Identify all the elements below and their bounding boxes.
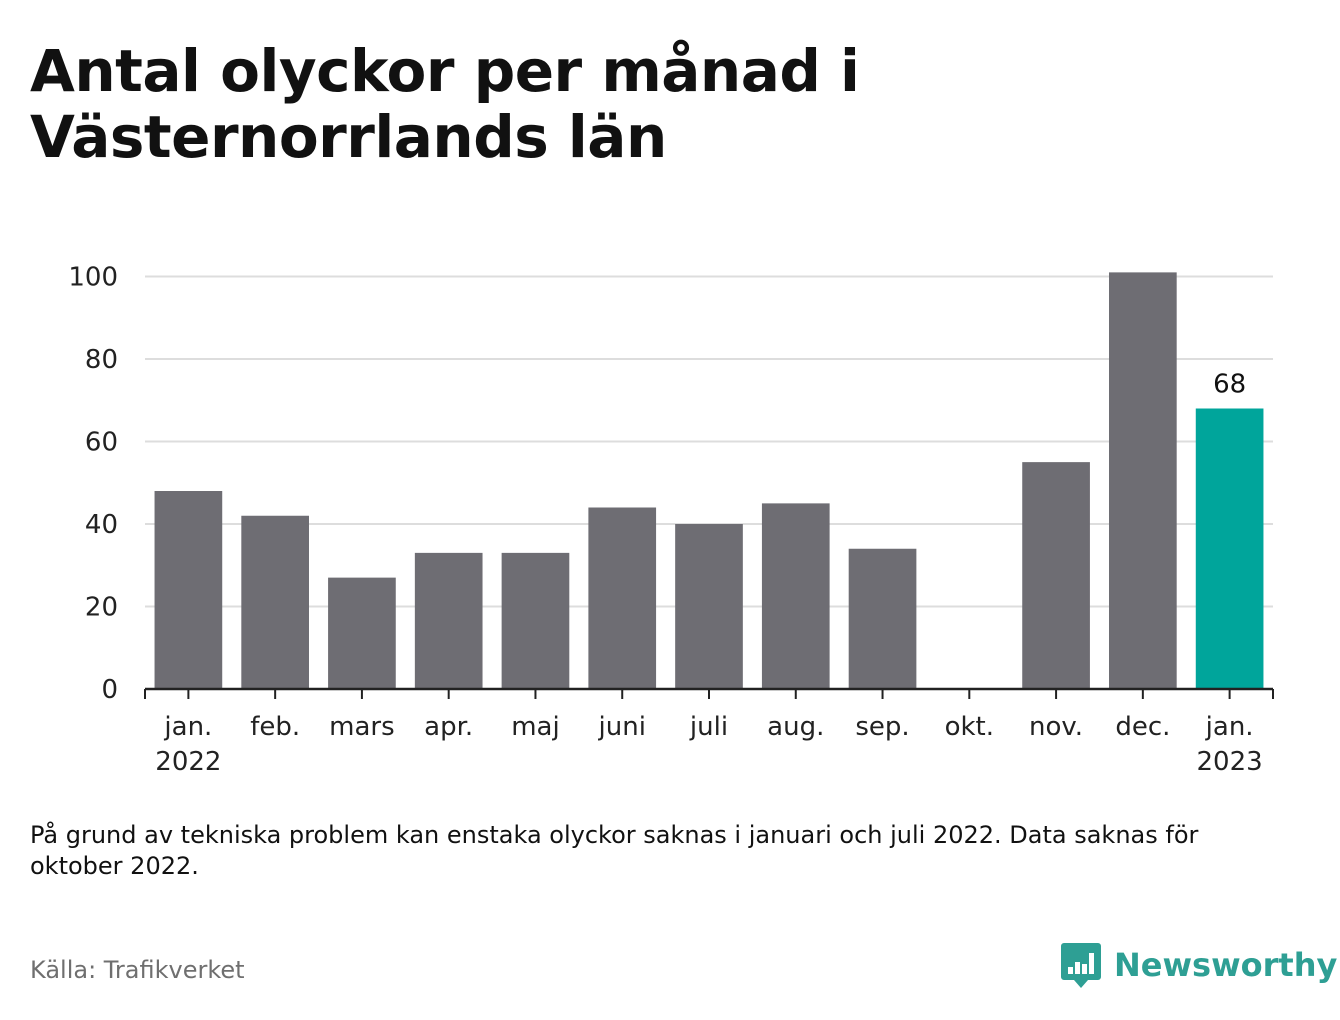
y-tick-label-60: 60 (85, 428, 118, 458)
bar-5 (588, 507, 657, 689)
x-tick-year-12: 2023 (1197, 747, 1263, 777)
bar-7 (761, 503, 830, 689)
chart-title: Antal olyckor per månad i Västernorrland… (30, 37, 860, 171)
x-axis-labels: jan. 2022 feb. mars apr. maj juni juli aug. sep. o… (155, 712, 1262, 777)
x-tick-label-5: juni (598, 712, 646, 742)
x-tick-year-0: 2022 (155, 747, 221, 777)
brand-logo: Newsworthy (1060, 940, 1337, 990)
bar-3 (414, 552, 483, 689)
bar-2 (328, 577, 396, 689)
newsworthy-logo-icon (1061, 943, 1101, 988)
x-tick-label-4: maj (511, 712, 559, 742)
x-tick-label-2: mars (329, 712, 395, 742)
y-tick-label-0: 0 (101, 675, 118, 705)
x-tick-label-10: nov. (1029, 712, 1083, 742)
x-tick-label-8: sep. (855, 712, 909, 742)
bar-10 (1022, 462, 1090, 689)
y-axis-ticks: 0 20 40 60 80 100 (68, 263, 118, 706)
y-tick-label-80: 80 (85, 345, 118, 375)
brand-name: Newsworthy (1114, 946, 1338, 984)
x-tick-label-11: dec. (1115, 712, 1170, 742)
bar-6 (675, 524, 743, 689)
x-tick-label-6: juli (689, 712, 728, 742)
bar-4 (501, 552, 570, 689)
x-axis (144, 687, 1274, 699)
x-tick-label-0: jan. (163, 712, 212, 742)
bar-0 (154, 491, 223, 689)
bar-11 (1109, 272, 1177, 689)
x-tick-label-1: feb. (250, 712, 300, 742)
y-tick-label-100: 100 (68, 263, 118, 293)
chart-note: På grund av tekniska problem kan enstaka… (30, 821, 1199, 880)
bar-1 (241, 515, 309, 689)
x-tick-label-3: apr. (424, 712, 473, 742)
x-tick-label-9: okt. (945, 712, 994, 742)
y-tick-label-40: 40 (85, 510, 118, 540)
y-tick-label-20: 20 (85, 593, 118, 623)
bar-12 (1195, 408, 1264, 689)
x-tick-label-12: jan. (1205, 712, 1254, 742)
bars (154, 272, 1264, 689)
bar-8 (848, 548, 917, 689)
data-label-12: 68 (1213, 370, 1246, 400)
data-labels: 68 (1213, 370, 1246, 400)
bar-chart: 0 20 40 60 80 100 jan. 2022 feb. mars apr. maj juni… (68, 263, 1274, 777)
x-tick-label-7: aug. (767, 712, 824, 742)
source-label: Källa: Trafikverket (30, 956, 245, 984)
